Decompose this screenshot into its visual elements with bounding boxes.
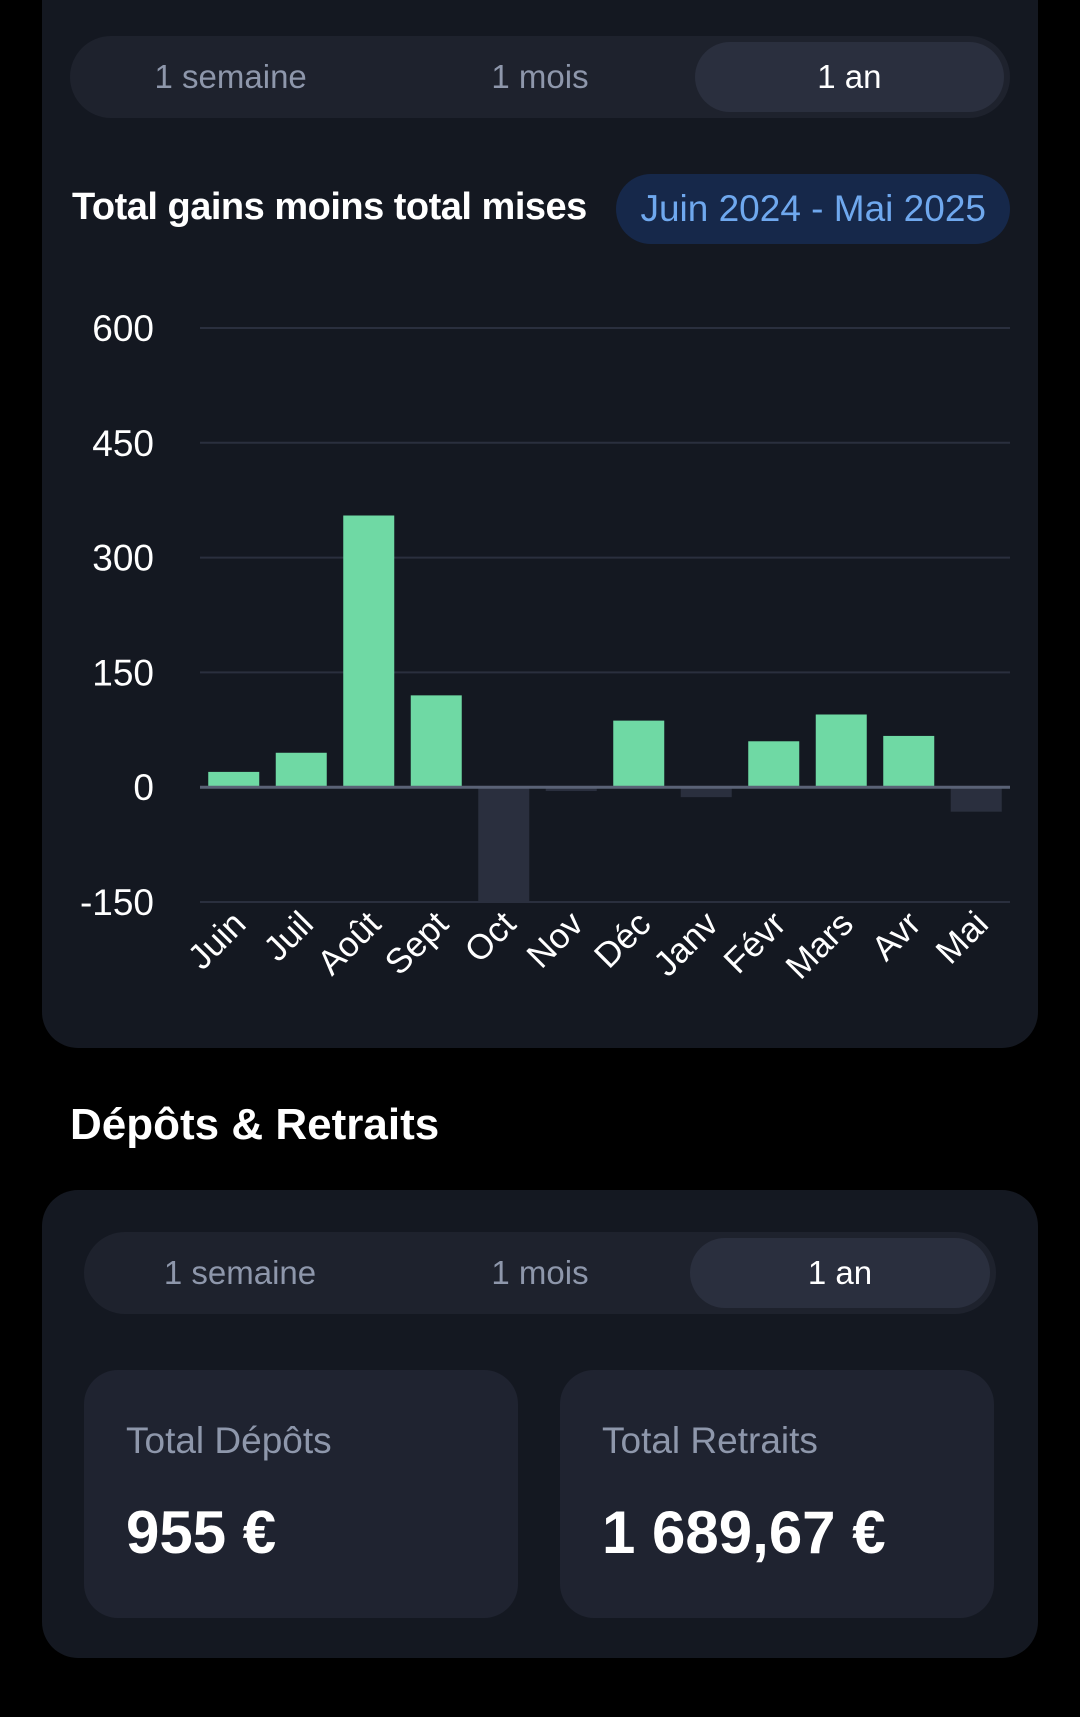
bar-août[interactable] [343, 515, 395, 788]
total-withdrawals-label: Total Retraits [602, 1420, 818, 1461]
x-tick-label: Juil [256, 904, 321, 969]
gains-period-month-tab[interactable]: 1 mois [491, 58, 589, 95]
x-tick-label: Août [310, 904, 389, 983]
bar-sept[interactable] [410, 695, 462, 788]
x-tick-label: Oct [457, 904, 523, 970]
bar-oct[interactable] [478, 787, 530, 902]
bar-juin[interactable] [208, 771, 260, 788]
deposits-period-month-tab[interactable]: 1 mois [491, 1254, 589, 1291]
y-tick-label: 300 [92, 538, 154, 579]
x-tick-label: Sept [377, 904, 456, 983]
y-tick-label: 600 [92, 308, 154, 349]
gains-period-selector: 1 semaine 1 mois 1 an [70, 36, 1010, 118]
bar-mars[interactable] [815, 714, 867, 788]
total-deposits-card: Total Dépôts 955 € [84, 1370, 518, 1618]
bar-févr[interactable] [748, 741, 800, 788]
x-tick-label: Mars [778, 904, 861, 987]
bar-avr[interactable] [883, 735, 935, 788]
bar-déc[interactable] [613, 720, 665, 788]
y-tick-label: 0 [133, 767, 154, 808]
y-tick-label: -150 [80, 882, 154, 923]
deposits-card: 1 semaine 1 mois 1 an Total Dépôts 955 €… [42, 1190, 1038, 1658]
gains-period-week-tab[interactable]: 1 semaine [154, 58, 307, 95]
y-tick-label: 450 [92, 423, 154, 464]
gains-period-year-tab[interactable]: 1 an [694, 42, 1004, 112]
bar-juil[interactable] [275, 752, 327, 788]
total-withdrawals-card: Total Retraits 1 689,67 € [560, 1370, 994, 1618]
x-tick-label: Janv [646, 904, 726, 984]
y-tick-label: 150 [92, 652, 154, 693]
chart-title: Total gains moins total mises [72, 186, 587, 228]
bar-nov[interactable] [545, 787, 597, 792]
deposits-period-year-tab[interactable]: 1 an [690, 1238, 990, 1308]
bar-mai[interactable] [950, 787, 1002, 812]
total-withdrawals-value: 1 689,67 € [602, 1499, 886, 1566]
date-range-badge: Juin 2024 - Mai 2025 [616, 174, 1010, 244]
x-tick-label: Déc [587, 904, 659, 976]
total-deposits-value: 955 € [126, 1499, 277, 1566]
deposits-section-title: Dépôts & Retraits [70, 1100, 440, 1149]
gains-card: 1 semaine 1 mois 1 an Total gains moins … [42, 0, 1038, 1048]
x-tick-label: Avr [864, 904, 928, 968]
bar-janv[interactable] [680, 787, 732, 798]
deposits-period-week-tab[interactable]: 1 semaine [163, 1254, 317, 1291]
total-deposits-label: Total Dépôts [126, 1420, 332, 1461]
deposits-period-selector: 1 semaine 1 mois 1 an [84, 1232, 996, 1314]
x-tick-label: Mai [928, 904, 995, 971]
x-tick-label: Juin [180, 904, 253, 977]
x-tick-label: Févr [716, 904, 793, 981]
x-tick-label: Nov [519, 904, 591, 976]
